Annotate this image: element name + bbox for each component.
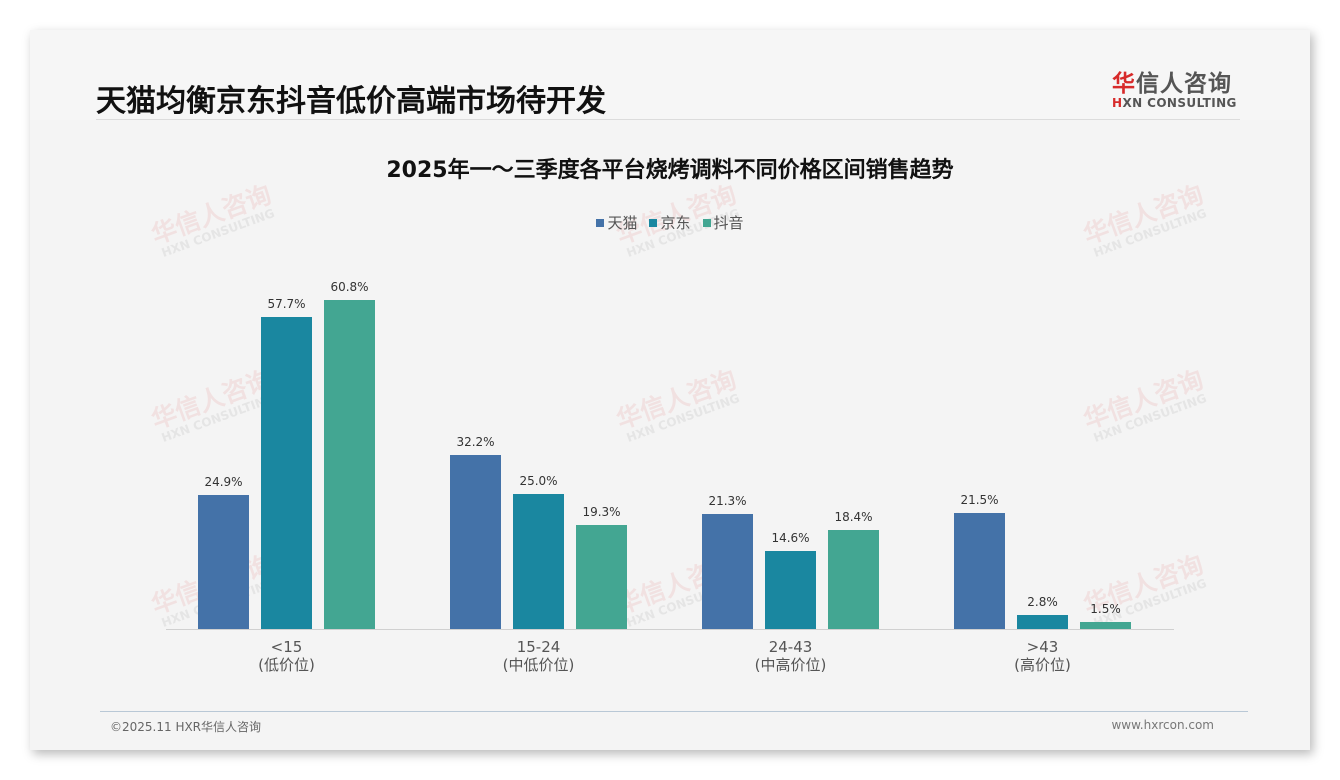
footer-copyright: ©2025.11 HXR华信人咨询 (110, 720, 262, 734)
x-axis-category-label: 15-24 (中低价位) (439, 638, 639, 674)
bar (513, 494, 564, 630)
bar (198, 494, 249, 630)
page-title: 天猫均衡京东抖音低价高端市场待开发 (96, 84, 606, 119)
company-logo: 华信人咨询 HXN CONSULTING (1112, 64, 1242, 110)
legend-item-jd: 京东 (649, 212, 691, 233)
logo-cn-red: 华 (1112, 71, 1136, 97)
chart-legend: 天猫 京东 抖音 (30, 212, 1310, 233)
legend-swatch-icon (596, 218, 605, 227)
legend-swatch-icon (649, 218, 658, 227)
bar (702, 514, 753, 630)
data-label: 18.4% (834, 510, 873, 525)
category-tier: (低价位) (258, 656, 315, 674)
bar (765, 550, 816, 630)
bar (1017, 614, 1068, 630)
bar (954, 513, 1005, 630)
data-label: 25.0% (519, 474, 558, 489)
legend-label: 天猫 (607, 214, 638, 232)
logo-cn: 华信人咨询 (1112, 64, 1242, 98)
category-tier: (中低价位) (502, 656, 575, 674)
logo-en: HXN CONSULTING (1112, 96, 1242, 110)
bar (576, 525, 627, 630)
legend-swatch-icon (702, 218, 711, 227)
logo-cn-rest: 信人咨询 (1136, 71, 1232, 97)
footer-website: www.hxrcon.com (1111, 718, 1214, 732)
header-band (30, 30, 1310, 120)
category-range: 24-43 (768, 638, 813, 656)
data-label: 14.6% (771, 530, 810, 545)
x-axis-category-label: 24-43 (中高价位) (691, 638, 891, 674)
bar (1080, 621, 1131, 630)
data-label: 21.5% (960, 493, 999, 508)
bar (828, 530, 879, 630)
logo-en-rest: XN CONSULTING (1122, 96, 1237, 110)
bar (261, 316, 312, 630)
slide: 天猫均衡京东抖音低价高端市场待开发 华信人咨询 HXN CONSULTING 华… (30, 30, 1310, 750)
data-label: 32.2% (456, 435, 495, 450)
legend-item-douyin: 抖音 (702, 212, 744, 233)
category-tier: (高价位) (1014, 656, 1071, 674)
data-label: 19.3% (582, 505, 621, 520)
bar (324, 300, 375, 630)
data-label: 1.5% (1090, 601, 1121, 616)
legend-item-tmall: 天猫 (596, 212, 637, 233)
bar-plot-area: 24.9% 57.7% 60.8% 32.2% 25.0% 19.3% 21.3% 14.6%… (166, 270, 1174, 630)
data-label: 2.8% (1027, 594, 1058, 609)
data-label: 57.7% (267, 296, 306, 311)
legend-label: 京东 (660, 214, 691, 232)
x-axis-category-label: >43 (高价位) (943, 638, 1143, 674)
logo-en-red: H (1112, 96, 1123, 110)
category-range: >43 (1026, 638, 1059, 656)
x-axis-line (166, 629, 1174, 630)
chart-title: 2025年一～三季度各平台烧烤调料不同价格区间销售趋势 (386, 158, 954, 183)
category-range: <15 (270, 638, 303, 656)
data-label: 21.3% (708, 494, 747, 509)
category-tier: (中高价位) (754, 656, 827, 674)
data-label: 60.8% (330, 280, 369, 294)
category-range: 15-24 (516, 638, 561, 656)
x-axis-category-label: <15 (低价位) (187, 638, 387, 674)
title-divider (96, 119, 1240, 120)
legend-label: 抖音 (713, 214, 744, 232)
footer-divider (100, 711, 1248, 712)
data-label: 24.9% (204, 474, 243, 489)
bar (450, 455, 501, 630)
